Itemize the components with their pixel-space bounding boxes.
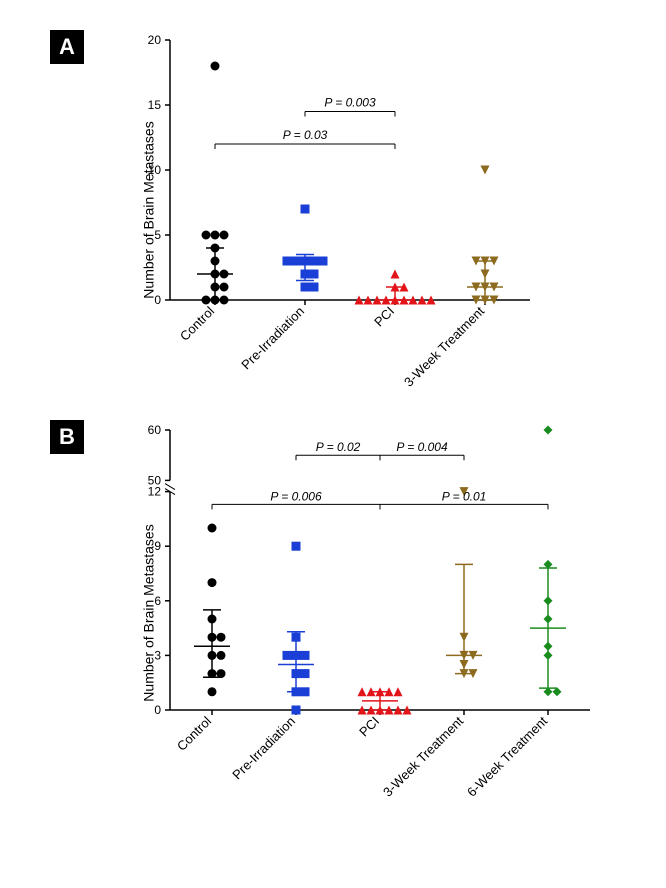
svg-text:P = 0.004: P = 0.004 [396, 440, 448, 454]
svg-text:P = 0.03: P = 0.03 [283, 128, 328, 142]
svg-text:Pre-Irradiation: Pre-Irradiation [229, 714, 298, 783]
svg-text:P = 0.006: P = 0.006 [270, 489, 322, 503]
panel-b-svg: 0369125060ControlPre-IrradiationPCI3-Wee… [120, 420, 600, 805]
svg-text:P = 0.01: P = 0.01 [442, 489, 487, 503]
svg-text:Control: Control [177, 303, 217, 343]
panel-b-ylabel: Number of Brain Metastases [141, 524, 157, 701]
panel-b-label: B [50, 420, 84, 454]
panel-a-ylabel: Number of Brain Metastases [141, 121, 157, 298]
svg-text:60: 60 [148, 423, 162, 437]
svg-text:15: 15 [148, 98, 162, 112]
svg-text:3-Week Treatment: 3-Week Treatment [380, 713, 466, 799]
svg-text:Control: Control [174, 713, 214, 753]
svg-text:P = 0.02: P = 0.02 [316, 440, 361, 454]
panel-a-svg: 05101520ControlPre-IrradiationPCI3-Week … [120, 30, 540, 390]
svg-text:P = 0.003: P = 0.003 [324, 96, 376, 110]
svg-text:0: 0 [154, 703, 161, 717]
panel-a: A Number of Brain Metastases 05101520Con… [20, 30, 646, 390]
svg-text:3-Week Treatment: 3-Week Treatment [401, 303, 487, 389]
panel-a-chart: Number of Brain Metastases 05101520Contr… [120, 30, 646, 390]
svg-text:50: 50 [148, 473, 162, 487]
panel-a-label: A [50, 30, 84, 64]
panel-b: B Number of Brain Metastases 0369125060C… [20, 420, 646, 805]
svg-text:PCI: PCI [371, 304, 397, 330]
svg-text:PCI: PCI [356, 714, 382, 740]
svg-text:Pre-Irradiation: Pre-Irradiation [238, 304, 307, 373]
svg-text:20: 20 [148, 33, 162, 47]
svg-text:6-Week Treatment: 6-Week Treatment [464, 713, 550, 799]
panel-b-chart: Number of Brain Metastases 0369125060Con… [120, 420, 646, 805]
